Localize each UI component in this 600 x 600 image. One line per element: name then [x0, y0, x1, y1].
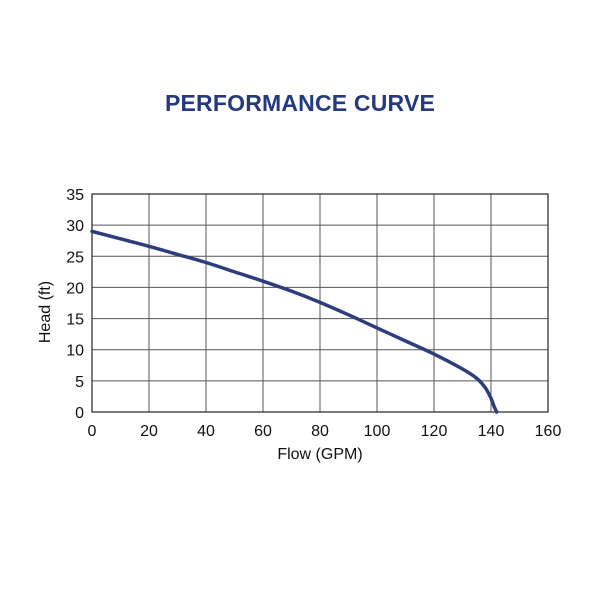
- x-tick-label: 140: [478, 423, 505, 440]
- chart-title: PERFORMANCE CURVE: [164, 90, 436, 116]
- tick-labels: 0 20 40 60 80 100 120 140 160 0 5 10 15 20 25 30 35: [66, 187, 561, 440]
- x-tick-label: 120: [421, 423, 448, 440]
- y-tick-label: 20: [66, 280, 84, 297]
- y-axis-label: Head (ft): [37, 281, 54, 343]
- y-tick-label: 15: [66, 312, 84, 329]
- y-tick-label: 35: [66, 187, 84, 204]
- x-tick-label: 80: [311, 423, 329, 440]
- x-tick-label: 20: [140, 423, 158, 440]
- x-tick-label: 100: [364, 423, 391, 440]
- x-tick-label: 0: [88, 423, 97, 440]
- x-axis-label: Flow (GPM): [277, 446, 362, 463]
- x-tick-label: 60: [254, 423, 272, 440]
- y-tick-label: 5: [75, 374, 84, 391]
- grid: [91, 193, 549, 413]
- y-tick-label: 10: [66, 343, 84, 360]
- x-tick-label: 40: [197, 423, 215, 440]
- y-tick-label: 30: [66, 218, 84, 235]
- series-layer: [90, 229, 499, 414]
- y-tick-label: 25: [66, 249, 84, 266]
- performance-series-line: [90, 229, 499, 414]
- y-tick-label: 0: [75, 405, 84, 422]
- plot-frame: [91, 193, 549, 413]
- x-tick-label: 160: [535, 423, 562, 440]
